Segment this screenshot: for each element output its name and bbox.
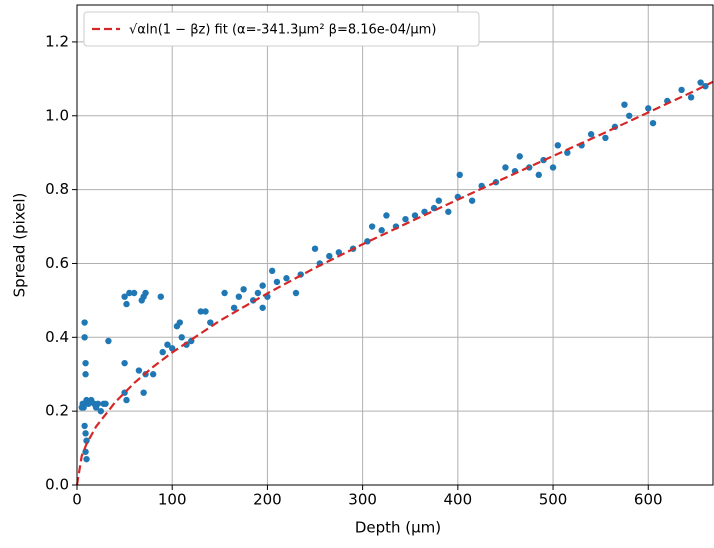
scatter-point [326, 252, 333, 260]
scatter-point [123, 300, 130, 308]
x-tick-label: 300 [348, 491, 377, 509]
plot-frame [76, 4, 714, 486]
scatter-point [564, 149, 571, 156]
scatter-point [197, 308, 204, 315]
scatter-point [138, 297, 145, 304]
scatter-point [80, 404, 87, 411]
scatter-point [368, 223, 376, 230]
fit-line [75, 80, 714, 486]
scatter-point [678, 86, 685, 94]
scatter-point [292, 289, 300, 297]
scatter-point [82, 359, 89, 367]
x-tick-label: 400 [444, 491, 473, 509]
y-tick-label: 0.4 [45, 328, 69, 346]
scatter-point [142, 289, 149, 297]
x-tick-label: 100 [158, 491, 187, 509]
scatter-point [402, 215, 409, 223]
y-tick-label: 1.0 [45, 106, 69, 124]
scatter-point [230, 304, 238, 311]
scatter-point [268, 267, 276, 275]
scatter-point [81, 334, 88, 341]
y-tick-label: 0.2 [45, 402, 69, 420]
scatter-point [687, 94, 695, 101]
scatter-point [259, 304, 266, 311]
scatter-point [697, 79, 704, 86]
scatter-point [81, 319, 88, 326]
scatter-point [169, 345, 176, 352]
scatter-point [554, 142, 562, 149]
scatter-point [626, 112, 633, 119]
scatter-point [83, 455, 90, 463]
y-tick-label: 1.2 [45, 32, 69, 50]
scatter-point [221, 289, 228, 297]
scatter-point [130, 289, 138, 297]
scatter-point [283, 275, 290, 282]
scatter-point [149, 371, 157, 378]
x-axis-label: Depth (μm) [355, 519, 441, 537]
scatter-point [121, 359, 128, 367]
legend-label: √αln(1 − βz) fit (α=-341.3μm² β=8.16e-04… [129, 23, 436, 38]
scatter-point [445, 208, 452, 215]
scatter-point [411, 212, 419, 219]
scatter-point [81, 422, 88, 430]
scatter-point [83, 437, 90, 444]
scatter-point [383, 212, 390, 219]
scatter-point [502, 164, 509, 171]
scatter-point [82, 448, 89, 455]
x-tick-label: 600 [634, 491, 663, 509]
legend-box [83, 11, 480, 47]
scatter-point [549, 164, 557, 171]
scatter-point [702, 83, 709, 90]
y-tick-label: 0.0 [45, 476, 69, 494]
scatter-point [240, 286, 247, 293]
scatter-point [82, 371, 89, 378]
scatter-point [135, 367, 143, 374]
scatter-point [178, 334, 185, 341]
scatter-point [94, 400, 102, 407]
scatter-point [645, 105, 652, 112]
scatter-point [273, 278, 281, 286]
scatter-point [235, 293, 243, 300]
scatter-point [311, 245, 319, 252]
scatter-point [121, 293, 128, 300]
scatter-point [621, 101, 628, 108]
y-tick-label: 0.6 [45, 254, 69, 272]
scatter-point [157, 293, 164, 300]
scatter-point [126, 289, 133, 297]
scatter-point [164, 341, 171, 348]
scatter-point [378, 227, 385, 234]
scatter-point [535, 171, 542, 179]
scatter-point [82, 430, 89, 437]
scatter-point [102, 400, 109, 407]
scatter-point [516, 153, 523, 160]
scatter-point [105, 337, 112, 345]
scatter-point [456, 171, 463, 179]
scatter-point [207, 319, 214, 326]
y-tick-label: 0.8 [45, 180, 69, 198]
scatter-point [159, 348, 166, 356]
scatter-point [254, 289, 262, 297]
scatter-point [259, 282, 266, 289]
scatter-point [435, 197, 442, 204]
scatter-point [587, 131, 595, 138]
scatter-point [468, 197, 476, 204]
scatter-point [140, 389, 147, 396]
scatter-point [97, 407, 105, 415]
scatter-point [602, 134, 609, 142]
scatter-point [202, 308, 209, 315]
scatter-point [649, 119, 657, 127]
x-tick-label: 200 [253, 491, 282, 509]
scatter-point [176, 319, 184, 326]
x-tick-label: 500 [539, 491, 568, 509]
scatter-point [123, 396, 130, 404]
y-axis-label: Spread (pixel) [11, 193, 29, 298]
scatter-point [335, 249, 343, 256]
x-tick-label: 0 [72, 491, 82, 509]
